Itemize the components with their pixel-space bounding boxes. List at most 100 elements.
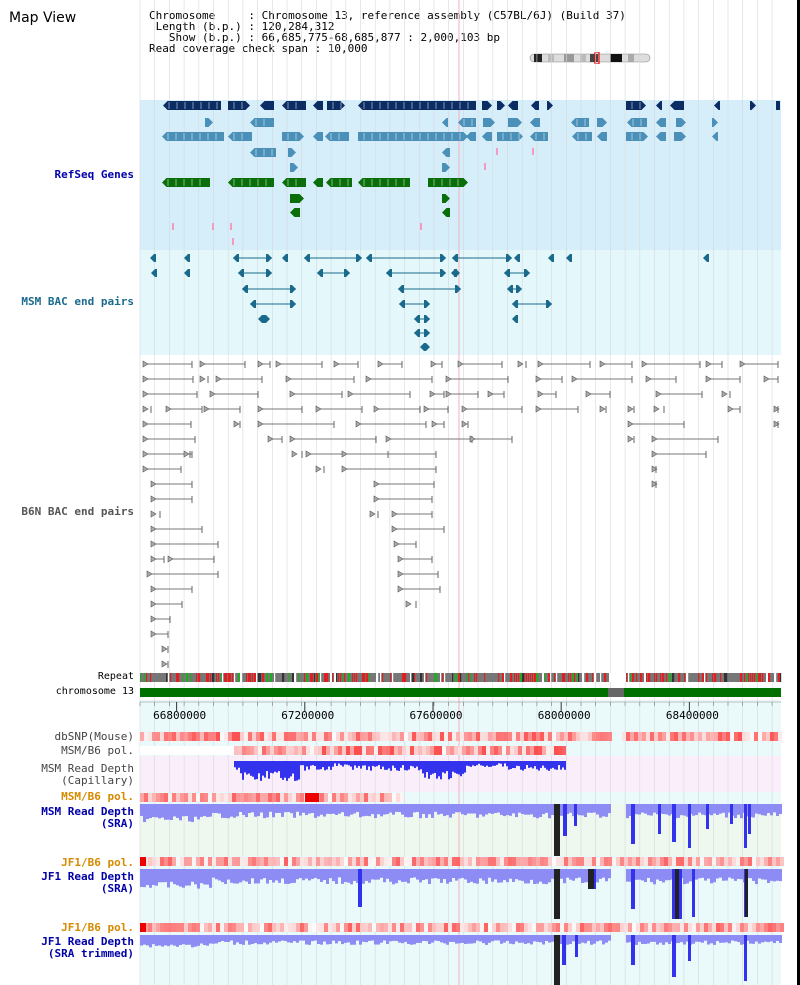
repeat-element bbox=[364, 673, 366, 682]
jf1-sra-depth bbox=[656, 869, 659, 880]
b6n-bac-label[interactable]: B6N BAC end pairs bbox=[21, 505, 134, 518]
jf1-trim-depth bbox=[266, 935, 269, 945]
jf1-sra-depth bbox=[533, 869, 536, 885]
bac-end bbox=[266, 254, 272, 262]
dbsnp-cell bbox=[544, 732, 548, 741]
dbsnp-cell bbox=[444, 732, 448, 741]
msm-sra-depth bbox=[767, 804, 770, 814]
bac-end bbox=[257, 420, 264, 428]
msm-pol2-cell bbox=[176, 793, 180, 802]
jf1-pol2-cell bbox=[776, 923, 780, 932]
jf1-trim-depth bbox=[278, 935, 281, 942]
jf1-pol2-cell bbox=[220, 923, 224, 932]
msm-depth-capillary-label-1[interactable]: MSM Read Depth bbox=[41, 762, 134, 775]
msm-b6-pol-label-1[interactable]: MSM/B6 pol. bbox=[61, 744, 134, 757]
jf1-pol2-cell bbox=[228, 923, 232, 932]
jf1-sra-depth bbox=[317, 869, 320, 880]
msm-sra-depth bbox=[431, 804, 434, 818]
jf1-pol2-cell bbox=[556, 923, 560, 932]
jf1-trim-depth bbox=[377, 935, 380, 945]
msm-sra-depth bbox=[740, 804, 743, 819]
jf1-pol-cell bbox=[188, 857, 192, 866]
repeat-element bbox=[592, 673, 594, 682]
msm-sra-depth bbox=[320, 804, 323, 815]
jf1-pol2-cell bbox=[736, 923, 740, 932]
msm-pol-cell bbox=[338, 746, 342, 755]
repeat-element bbox=[672, 673, 675, 682]
jf1-sra-depth bbox=[737, 869, 740, 879]
msm-sra-depth bbox=[224, 804, 227, 819]
bac-end bbox=[373, 495, 380, 503]
bac-end bbox=[512, 300, 518, 308]
jf1-sra-depth bbox=[701, 869, 704, 878]
msm-pol2-cell bbox=[376, 793, 380, 802]
dbsnp-cell bbox=[536, 732, 540, 741]
jf1-sra-depth bbox=[503, 869, 506, 881]
jf1-trim-depth bbox=[713, 935, 716, 945]
jf1-sra-depth bbox=[686, 869, 689, 884]
repeat-element bbox=[230, 673, 232, 682]
repeat-element bbox=[190, 673, 192, 682]
jf1-sra-depth bbox=[605, 869, 608, 882]
jf1-pol2-cell bbox=[704, 923, 708, 932]
jf1-pol2-cell bbox=[584, 923, 588, 932]
refseq-genes-track[interactable] bbox=[162, 101, 780, 245]
jf1-depth-trim-label-1[interactable]: JF1 Read Depth bbox=[41, 935, 134, 948]
jf1-trim-depth bbox=[596, 935, 599, 942]
jf1-depth-sra-label-1[interactable]: JF1 Read Depth bbox=[41, 870, 134, 883]
jf1-pol-cell bbox=[620, 857, 624, 866]
refseq-genes-label[interactable]: RefSeq Genes bbox=[54, 168, 134, 181]
msm-sra-depth bbox=[662, 804, 665, 815]
jf1-sra-depth bbox=[251, 869, 254, 879]
repeat-element bbox=[420, 673, 423, 682]
jf1-trim-depth bbox=[389, 935, 392, 942]
jf1-trim-depth bbox=[725, 935, 728, 943]
msm-sra-depth bbox=[161, 804, 164, 818]
msm-depth-sra-label-1[interactable]: MSM Read Depth bbox=[41, 805, 134, 818]
jf1-sra-depth bbox=[164, 869, 167, 883]
dbsnp-label[interactable]: dbSNP(Mouse) bbox=[54, 730, 134, 743]
capillary-depth-bar bbox=[350, 761, 352, 767]
jf1-pol-cell bbox=[200, 857, 204, 866]
repeat-element bbox=[556, 673, 558, 682]
polymorphism-and-depth-tracks[interactable] bbox=[140, 732, 784, 985]
msm-b6-pol-label-2[interactable]: MSM/B6 pol. bbox=[61, 790, 134, 803]
msm-pol2-cell bbox=[392, 793, 396, 802]
jf1-b6-pol-label-2[interactable]: JF1/B6 pol. bbox=[61, 921, 134, 934]
repeat-element bbox=[510, 673, 513, 682]
repeat-element bbox=[702, 673, 705, 682]
jf1-sra-depth bbox=[494, 869, 497, 880]
repeat-element bbox=[760, 673, 762, 682]
capillary-depth-bar bbox=[398, 761, 400, 771]
chromosome-ideogram[interactable] bbox=[528, 52, 652, 64]
jf1-sra-depth bbox=[152, 869, 155, 885]
jf1-trim-depth bbox=[509, 935, 512, 944]
jf1-b6-pol-label-1[interactable]: JF1/B6 pol. bbox=[61, 856, 134, 869]
repeat-element bbox=[460, 673, 462, 682]
axis-tick-label: 68000000 bbox=[538, 709, 591, 722]
jf1-trim-depth bbox=[431, 935, 434, 943]
jf1-pol-cell bbox=[564, 857, 568, 866]
jf1-pol-cell bbox=[740, 857, 744, 866]
jf1-trim-depth bbox=[341, 935, 344, 945]
repeat-element bbox=[574, 673, 576, 682]
jf1-pol2-cell bbox=[612, 923, 616, 932]
msm-pol-cell bbox=[450, 746, 454, 755]
jf1-trim-depth bbox=[140, 935, 143, 946]
b6n-bac-track[interactable] bbox=[142, 360, 780, 668]
msm-bac-label[interactable]: MSM BAC end pairs bbox=[21, 295, 134, 308]
capillary-depth-bar bbox=[310, 761, 312, 766]
msm-bac-track[interactable] bbox=[150, 254, 709, 351]
capillary-depth-bar bbox=[360, 761, 362, 769]
refseq-gene bbox=[162, 132, 224, 141]
dbsnp-cell bbox=[336, 732, 340, 741]
jf1-trim-depth bbox=[284, 935, 287, 942]
msm-sra-depth bbox=[584, 804, 587, 818]
repeat-element bbox=[646, 673, 648, 682]
jf1-trim-depth bbox=[446, 935, 449, 945]
jf1-trim-depth bbox=[158, 935, 161, 946]
jf1-pol2-cell bbox=[440, 923, 444, 932]
msm-sra-depth bbox=[761, 804, 764, 816]
repeat-element bbox=[686, 673, 689, 682]
